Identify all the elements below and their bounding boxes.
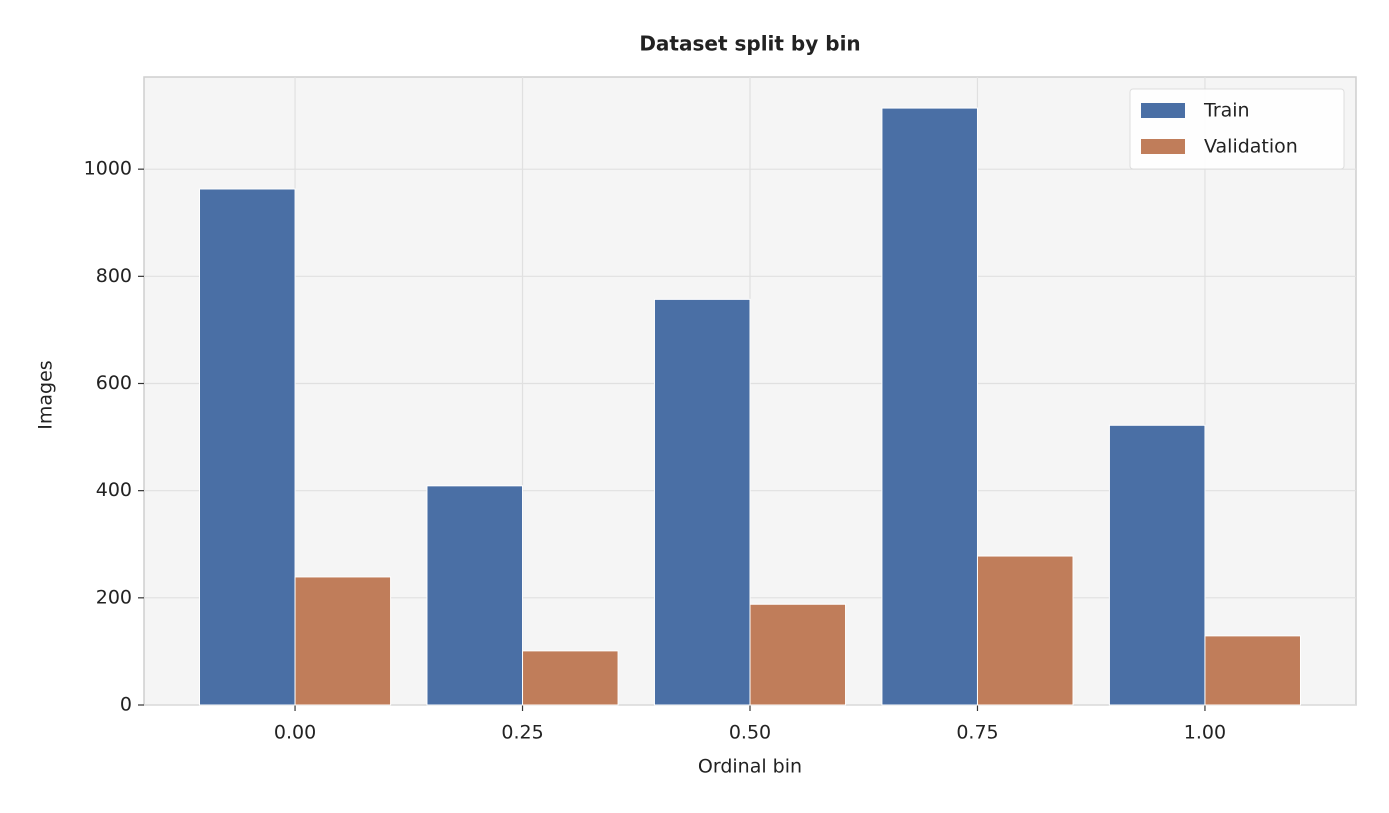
bar [522, 650, 619, 706]
y-axis-label: Images [35, 360, 57, 429]
y-tick-label: 0 [120, 694, 132, 716]
legend-label: Train [1203, 100, 1250, 122]
legend-label: Validation [1204, 136, 1298, 158]
x-tick-label: 1.00 [1184, 722, 1226, 744]
bar [1204, 635, 1301, 706]
x-tick-label: 0.25 [501, 722, 543, 744]
y-tick-label: 800 [96, 265, 132, 287]
legend-swatch [1141, 139, 1185, 154]
x-tick-label: 0.75 [956, 722, 998, 744]
bar [976, 555, 1074, 706]
bar [426, 485, 524, 706]
y-tick-label: 600 [96, 372, 132, 394]
bar [653, 298, 751, 706]
bar [1108, 424, 1206, 706]
y-tick-label: 400 [96, 479, 132, 501]
legend: Train Validation [1129, 88, 1345, 170]
x-tick-label: 0.00 [274, 722, 316, 744]
y-tick-label: 200 [96, 586, 132, 608]
legend-swatch [1141, 103, 1185, 118]
bar [294, 576, 392, 706]
bar [749, 603, 847, 706]
bar [881, 107, 978, 706]
bars [199, 107, 1301, 706]
x-axis-label: Ordinal bin [698, 756, 802, 778]
x-tick-label: 0.50 [729, 722, 771, 744]
bar [199, 188, 296, 706]
chart-title: Dataset split by bin [639, 32, 860, 56]
y-tick-label: 1000 [84, 158, 132, 180]
